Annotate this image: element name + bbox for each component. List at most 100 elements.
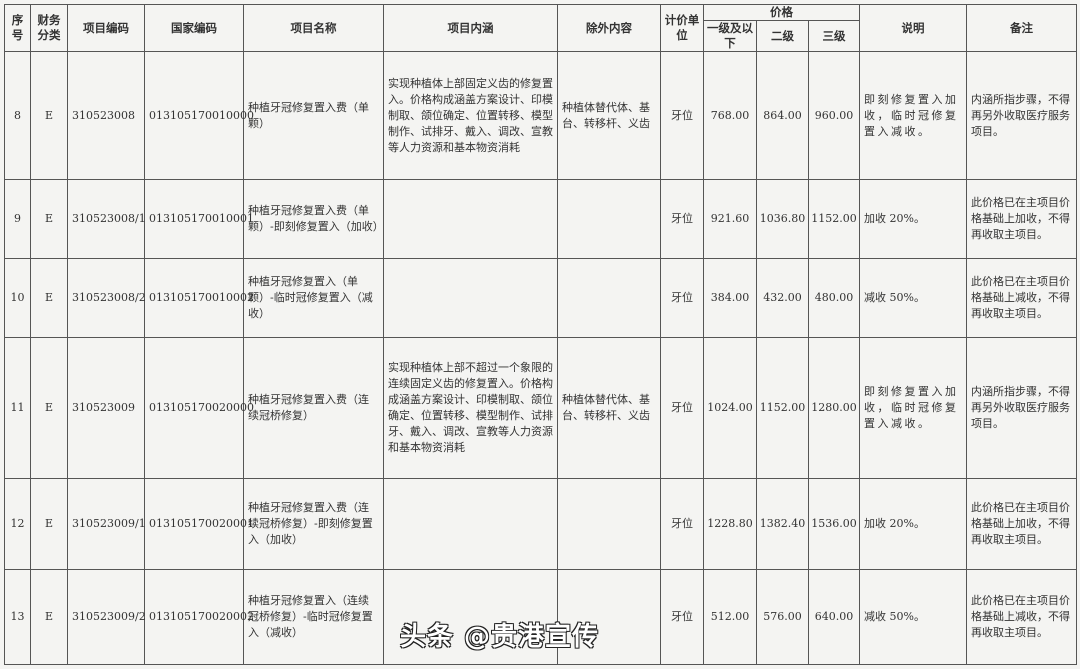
cell-remarks: 此价格已在主项目价格基础上加收，不得再收取主项目。: [966, 478, 1078, 570]
cell-item-name: 种植牙冠修复置入费（单颗）-即刻修复置入（加收）: [243, 179, 384, 259]
cell-seq: 8: [4, 51, 31, 180]
cell-level3: 480.00: [807, 258, 861, 338]
cell-content: [383, 179, 558, 259]
table-row: 12 E 310523009/1 013105170020001 种植牙冠修复置入费（连…: [4, 478, 1078, 570]
header-level1: 一级及以下: [703, 20, 757, 52]
cell-national-code: 013105170010002: [144, 258, 254, 338]
header-price: 价格: [702, 4, 861, 21]
table-row: 11 E 310523009 013105170020000 种植牙冠修复置入费（连续冠…: [4, 337, 1078, 479]
cell-excluded: 种植体替代体、基台、转移杆、义齿: [557, 51, 661, 180]
cell-excluded: [557, 569, 661, 665]
cell-unit: 牙位: [660, 179, 704, 259]
cell-content: [383, 478, 558, 570]
header-description: 说明: [859, 4, 968, 52]
cell-level3: 960.00: [807, 51, 861, 180]
header-content: 项目内涵: [383, 4, 558, 52]
cell-level2: 1382.40: [756, 478, 809, 570]
cell-finance-class: E: [30, 258, 68, 338]
cell-level2: 576.00: [756, 569, 809, 665]
cell-seq: 9: [4, 179, 31, 259]
header-finance-class: 财务分类: [30, 4, 68, 52]
cell-excluded: 种植体替代体、基台、转移杆、义齿: [557, 337, 661, 479]
cell-level3: 1536.00: [807, 478, 861, 570]
cell-description: 即刻修复置入加收，临时冠修复置入减收。: [859, 337, 968, 479]
cell-level1: 512.00: [703, 569, 757, 665]
cell-remarks: 此价格已在主项目价格基础上减收，不得再收取主项目。: [966, 258, 1078, 338]
cell-item-name: 种植牙冠修复置入（单颗）-临时冠修复置入（减收）: [243, 258, 384, 338]
table-row: 10 E 310523008/2 013105170010002 种植牙冠修复置入（单颗…: [4, 258, 1078, 338]
watermark: 头条 @贵港宣传: [400, 622, 600, 652]
cell-level2: 1152.00: [756, 337, 809, 479]
cell-content: 实现种植体上部固定义齿的修复置入。价格构成涵盖方案设计、印模制取、颌位确定、位置…: [383, 51, 558, 180]
table-row: 13 E 310523009/2 013105170020002 种植牙冠修复置入（连续…: [4, 569, 1078, 665]
cell-description: 减收 50%。: [859, 258, 968, 338]
cell-unit: 牙位: [660, 337, 704, 479]
cell-remarks: 此价格已在主项目价格基础上减收，不得再收取主项目。: [966, 569, 1078, 665]
cell-level1: 384.00: [703, 258, 757, 338]
cell-description: 加收 20%。: [859, 478, 968, 570]
cell-description: 加收 20%。: [859, 179, 968, 259]
header-item-name: 项目名称: [243, 4, 384, 52]
cell-content: [383, 569, 558, 665]
cell-level3: 1280.00: [807, 337, 861, 479]
cell-item-code: 310523009/1: [67, 478, 146, 570]
cell-level2: 864.00: [756, 51, 809, 180]
cell-finance-class: E: [30, 51, 68, 180]
header-national-code: 国家编码: [144, 4, 244, 52]
cell-remarks: 内涵所指步骤，不得再另外收取医疗服务项目。: [966, 51, 1078, 180]
cell-item-code: 310523008/2: [67, 258, 146, 338]
cell-national-code: 013105170010001: [144, 179, 254, 259]
header-level2: 二级: [756, 20, 809, 52]
cell-finance-class: E: [30, 569, 68, 665]
cell-excluded: [557, 478, 661, 570]
header-unit: 计价单位: [660, 4, 704, 52]
cell-level1: 921.60: [703, 179, 757, 259]
cell-item-code: 310523009/2: [67, 569, 146, 665]
cell-item-name: 种植牙冠修复置入（连续冠桥修复）-临时冠修复置入（减收）: [243, 569, 384, 665]
cell-finance-class: E: [30, 179, 68, 259]
table-row: 8 E 310523008 013105170010000 种植牙冠修复置入费（单颗）实…: [4, 51, 1078, 180]
header-remarks: 备注: [966, 4, 1078, 52]
cell-excluded: [557, 179, 661, 259]
cell-item-code: 310523008: [67, 51, 145, 180]
cell-remarks: 内涵所指步骤，不得再另外收取医疗服务项目。: [966, 337, 1078, 479]
cell-unit: 牙位: [660, 51, 704, 180]
cell-item-name: 种植牙冠修复置入费（连续冠桥修复）: [243, 337, 384, 479]
cell-item-name: 种植牙冠修复置入费（单颗）: [243, 51, 384, 180]
cell-level1: 1228.80: [703, 478, 757, 570]
cell-seq: 11: [4, 337, 31, 479]
cell-excluded: [557, 258, 661, 338]
cell-level2: 432.00: [756, 258, 809, 338]
cell-remarks: 此价格已在主项目价格基础上加收，不得再收取主项目。: [966, 179, 1078, 259]
cell-unit: 牙位: [660, 478, 704, 570]
cell-item-code: 310523008/1: [67, 179, 146, 259]
cell-description: 减收 50%。: [859, 569, 968, 665]
cell-level1: 1024.00: [703, 337, 757, 479]
cell-content: 实现种植体上部不超过一个象限的连续固定义齿的修复置入。价格构成涵盖方案设计、印模…: [383, 337, 558, 479]
price-table: 序号 财务分类 项目编码 国家编码 项目名称 项目内涵 除外内容 计价单位 价格…: [4, 4, 1078, 665]
cell-unit: 牙位: [660, 258, 704, 338]
header-excluded: 除外内容: [557, 4, 661, 52]
header-level3: 三级: [807, 20, 861, 52]
cell-seq: 10: [4, 258, 31, 338]
cell-national-code: 013105170020000: [144, 337, 254, 479]
header-item-code: 项目编码: [67, 4, 145, 52]
cell-national-code: 013105170020002: [144, 569, 254, 665]
cell-level2: 1036.80: [756, 179, 809, 259]
cell-national-code: 013105170020001: [144, 478, 254, 570]
cell-level1: 768.00: [703, 51, 757, 180]
cell-unit: 牙位: [660, 569, 704, 665]
cell-level3: 1152.00: [807, 179, 861, 259]
cell-seq: 12: [4, 478, 31, 570]
cell-finance-class: E: [30, 337, 68, 479]
cell-description: 即刻修复置入加收，临时冠修复置入减收。: [859, 51, 968, 180]
cell-item-name: 种植牙冠修复置入费（连续冠桥修复）-即刻修复置入（加收）: [243, 478, 384, 570]
cell-content: [383, 258, 558, 338]
header-seq: 序号: [4, 4, 31, 52]
cell-national-code: 013105170010000: [144, 51, 254, 180]
cell-finance-class: E: [30, 478, 68, 570]
table-row: 9 E 310523008/1 013105170010001 种植牙冠修复置入费（单颗…: [4, 179, 1078, 259]
cell-seq: 13: [4, 569, 31, 665]
cell-item-code: 310523009: [67, 337, 145, 479]
cell-level3: 640.00: [807, 569, 861, 665]
